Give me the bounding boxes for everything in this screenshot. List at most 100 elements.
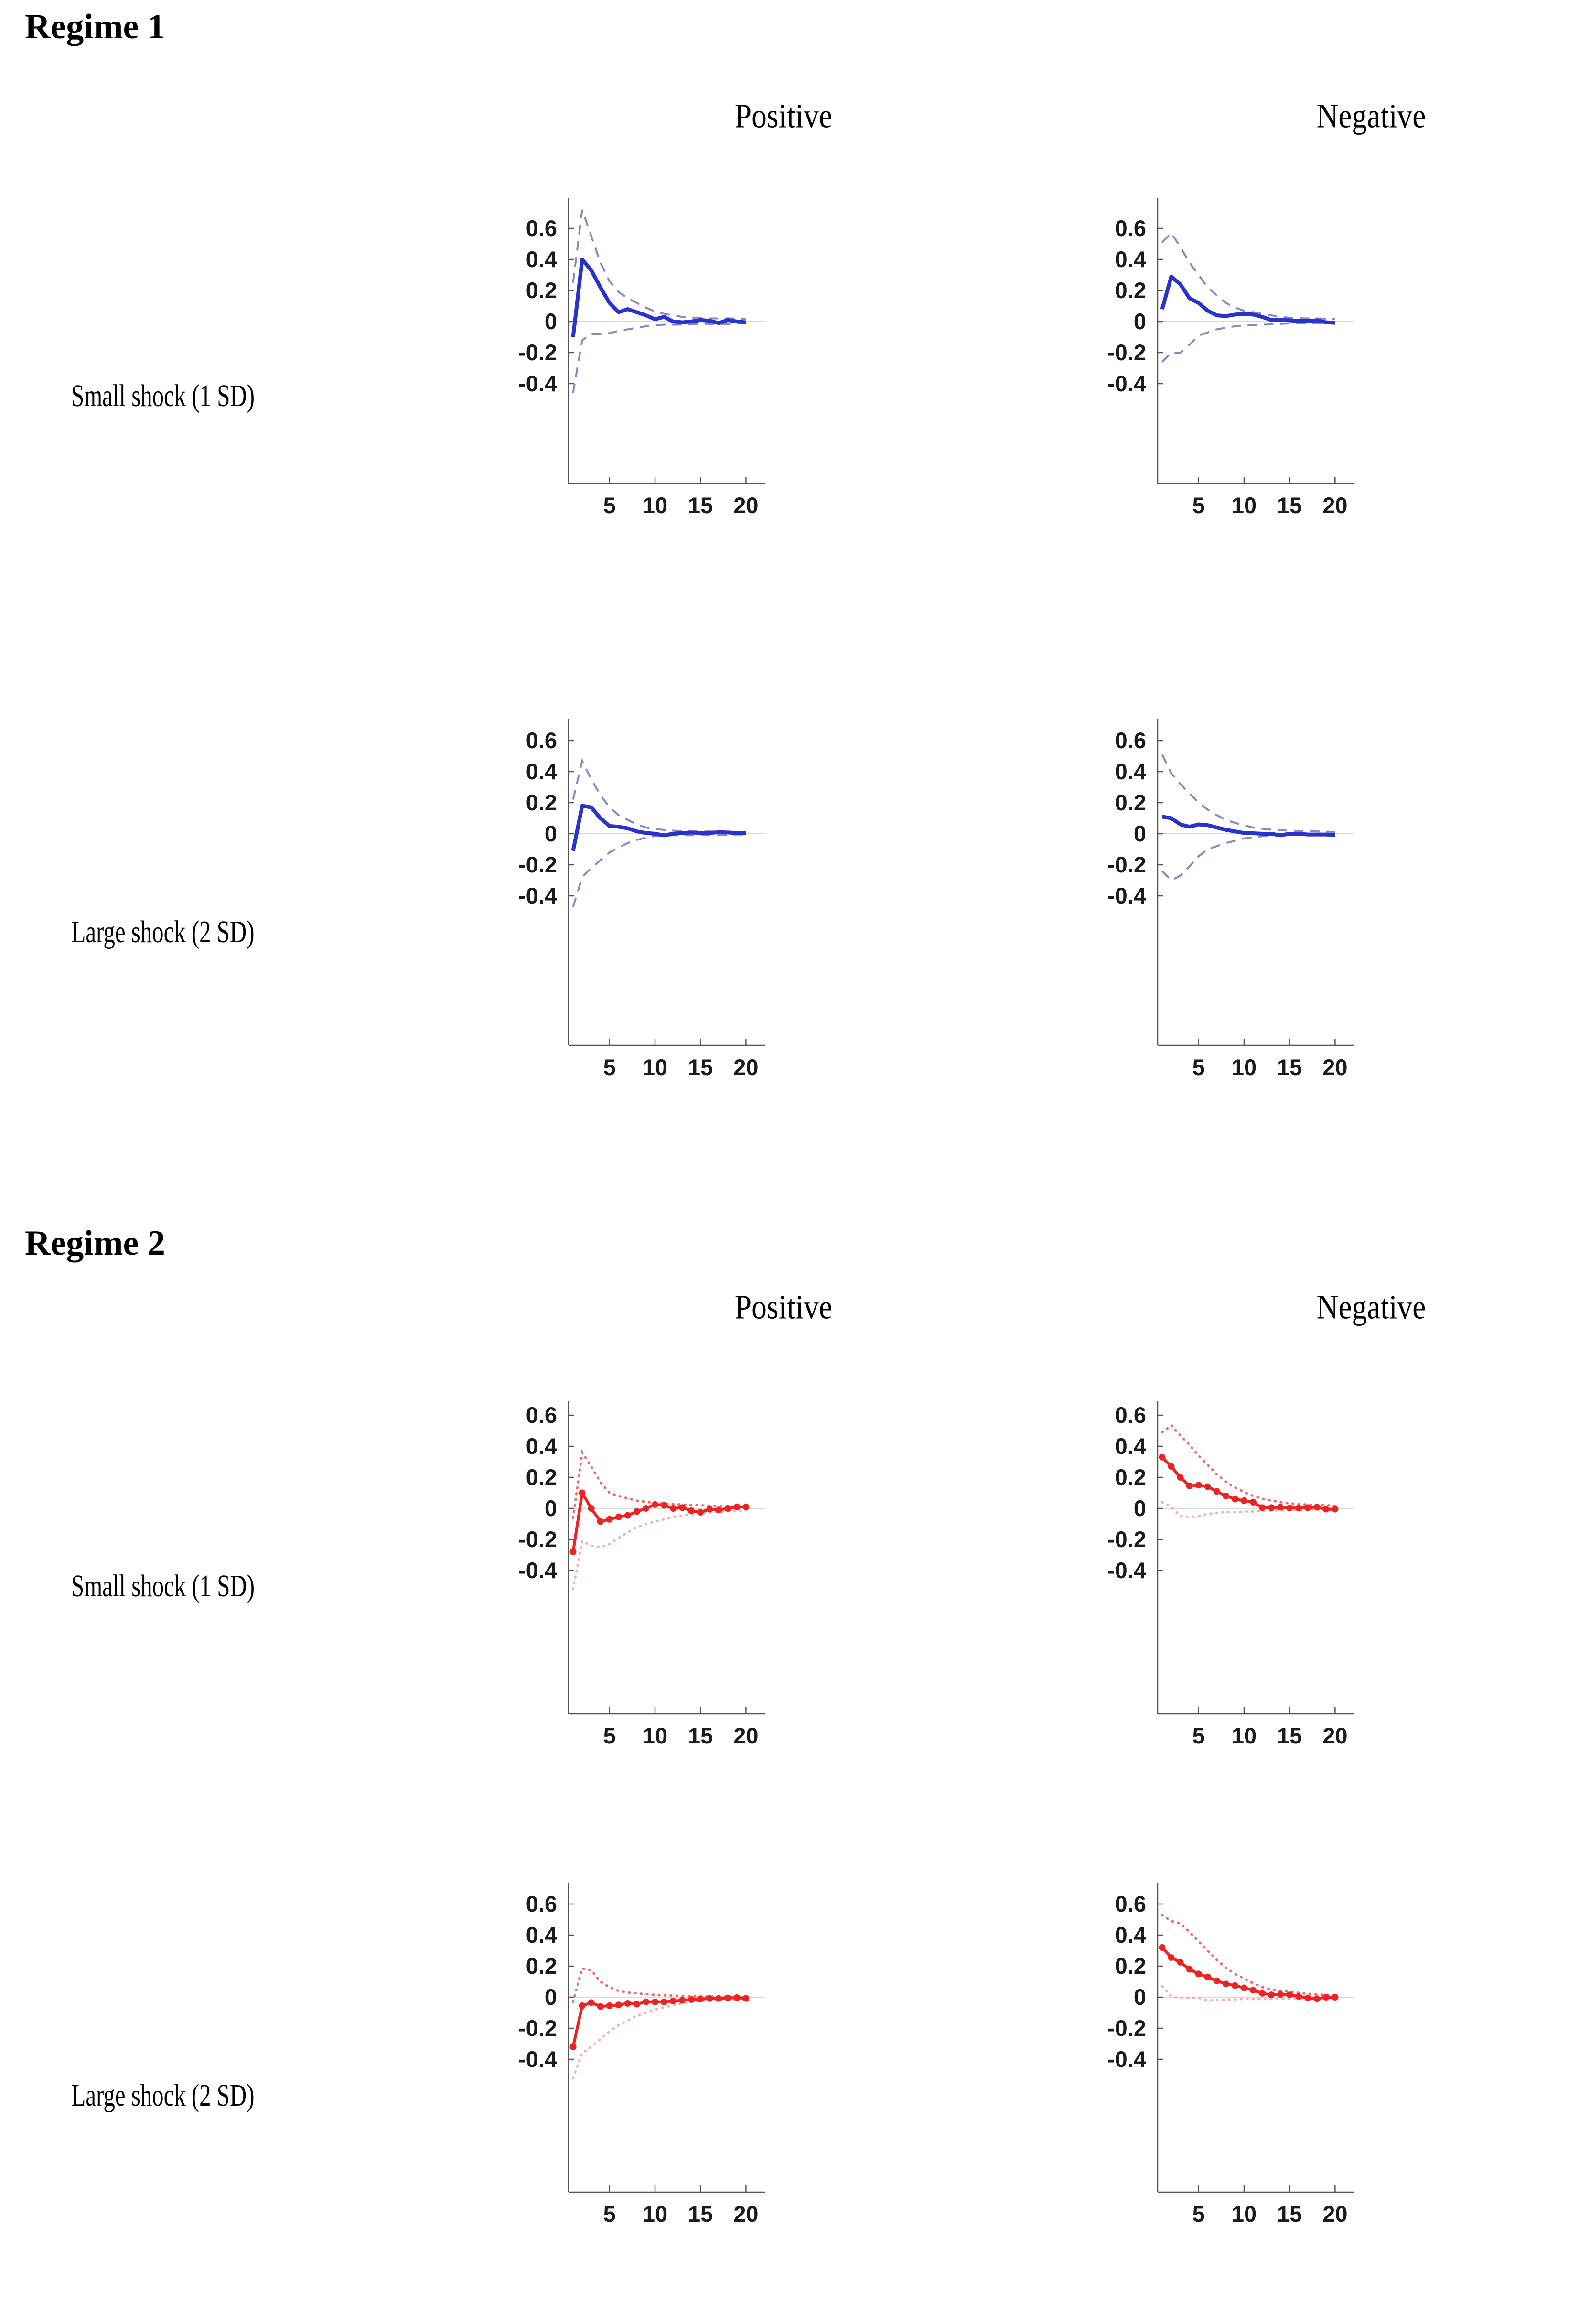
- data-point-marker: [1177, 1958, 1184, 1966]
- y-tick-label: 0.6: [1115, 1402, 1146, 1428]
- response-line: [571, 804, 746, 851]
- data-point-marker: [597, 2003, 604, 2010]
- data-point-marker: [624, 1512, 631, 1519]
- y-tick-label: 0.4: [1115, 759, 1146, 784]
- regime-1-title: Regime 1: [25, 7, 165, 46]
- x-tick-label: 15: [1277, 2201, 1302, 2227]
- data-point-marker: [1277, 1991, 1284, 1998]
- data-point-marker: [642, 1998, 649, 2005]
- y-tick-label: -0.2: [1107, 340, 1146, 365]
- upper-confidence-band: [1161, 754, 1335, 833]
- y-tick-label: 0.4: [1115, 1433, 1146, 1459]
- chart-regime1-negative-small: 0.6 0.4 0.2 0 -0.2 -0.4 5 10 15 20: [1107, 198, 1354, 518]
- y-tick-label: 0: [1134, 309, 1146, 334]
- y-tick-label: 0.4: [526, 759, 557, 784]
- data-point-marker: [652, 1998, 658, 2005]
- y-tick-label: 0.2: [1115, 1464, 1146, 1490]
- x-tick-label: 10: [1232, 2201, 1257, 2227]
- response-line: [1160, 274, 1335, 325]
- data-point-marker: [1295, 1505, 1302, 1512]
- data-point-marker: [633, 2001, 640, 2008]
- y-tick-label: 0.6: [526, 215, 557, 241]
- y-tick-label: 0: [1134, 1496, 1146, 1521]
- lower-confidence-band: [572, 833, 746, 907]
- y-tick-label: 0: [1134, 1984, 1146, 2010]
- x-tick-label: 15: [688, 2201, 713, 2227]
- y-tick-label: 0.2: [526, 1953, 557, 1979]
- data-point-marker: [579, 2002, 586, 2009]
- data-point-marker: [661, 1998, 667, 2005]
- lower-confidence-band: [1161, 833, 1335, 882]
- data-point-marker: [1277, 1504, 1284, 1511]
- x-tick-label: 5: [603, 2201, 616, 2227]
- chart-regime1-negative-large: 0.6 0.4 0.2 0 -0.2 -0.4 5 10 15 20: [1107, 719, 1354, 1080]
- lower-confidence-band: [572, 1997, 747, 2079]
- y-tick-label: -0.2: [1107, 1527, 1146, 1552]
- x-tick-label: 5: [1192, 2201, 1205, 2227]
- data-point-marker: [1222, 1493, 1229, 1499]
- y-tick-label: 0.6: [526, 1402, 557, 1428]
- y-tick-label: 0.4: [526, 247, 557, 272]
- data-point-marker: [697, 1509, 704, 1516]
- data-point-marker: [697, 1995, 704, 2002]
- y-tick-label: -0.4: [518, 1558, 557, 1583]
- data-point-marker: [1259, 1504, 1266, 1511]
- y-tick-label: 0.4: [526, 1433, 557, 1459]
- data-point-marker: [1241, 1497, 1247, 1504]
- data-point-marker: [733, 1994, 741, 2001]
- data-point-marker: [706, 1995, 713, 2002]
- row-label-regime2-large-shock: Large shock (2 SD): [71, 2078, 255, 2113]
- data-point-marker: [652, 1501, 658, 1508]
- data-point-marker: [1241, 1984, 1247, 1991]
- x-tick-label: 15: [688, 1054, 713, 1080]
- y-tick-label: 0: [1134, 821, 1146, 846]
- data-point-marker: [1168, 1463, 1175, 1470]
- data-point-marker: [661, 1502, 667, 1509]
- y-tick-label: 0.6: [526, 728, 557, 753]
- upper-confidence-band: [1161, 1423, 1336, 1507]
- y-tick-label: 0.2: [1115, 278, 1146, 303]
- x-tick-label: 5: [1192, 493, 1205, 518]
- chart-regime2-negative-large: 0.6 0.4 0.2 0 -0.2 -0.4 5 10 15 20: [1107, 1883, 1354, 2227]
- y-tick-label: -0.4: [1107, 883, 1146, 908]
- data-point-marker: [606, 1516, 613, 1523]
- data-point-marker: [615, 1513, 622, 1520]
- y-tick-label: 0.2: [526, 278, 557, 303]
- data-point-marker: [1222, 1980, 1229, 1988]
- y-tick-label: 0: [545, 821, 557, 846]
- data-point-marker: [1313, 1504, 1321, 1511]
- y-tick-label: -0.2: [1107, 852, 1146, 877]
- data-point-marker: [1186, 1482, 1193, 1489]
- data-point-marker: [1268, 1991, 1275, 1999]
- chart-regime1-positive-small: 0.6 0.4 0.2 0 -0.2 -0.4 5 10 15 20: [518, 198, 765, 518]
- x-tick-label: 10: [1232, 1723, 1257, 1748]
- data-point-marker: [1322, 1994, 1330, 2001]
- y-tick-label: 0.4: [526, 1922, 557, 1947]
- y-tick-label: -0.4: [518, 2046, 557, 2072]
- y-tick-label: -0.4: [1107, 1558, 1146, 1583]
- x-tick-label: 10: [1232, 1054, 1257, 1080]
- y-tick-label: 0.6: [1115, 215, 1146, 241]
- data-point-marker: [1250, 1499, 1257, 1506]
- x-tick-label: 15: [688, 1723, 713, 1748]
- data-point-marker: [615, 2001, 622, 2009]
- data-point-marker: [688, 1507, 695, 1514]
- x-tick-label: 15: [1277, 493, 1302, 518]
- data-point-marker: [1195, 1482, 1202, 1489]
- chart-regime2-positive-small: 0.6 0.4 0.2 0 -0.2 -0.4 5 10 15 20: [518, 1401, 765, 1748]
- y-tick-label: 0.6: [526, 1891, 557, 1916]
- data-point-marker: [1159, 1944, 1166, 1951]
- y-tick-label: -0.4: [518, 883, 557, 908]
- x-tick-label: 20: [1322, 2201, 1347, 2227]
- upper-confidence-band: [1161, 1914, 1336, 1997]
- response-line: [1161, 1946, 1335, 2001]
- x-tick-label: 10: [643, 1723, 667, 1748]
- x-tick-label: 15: [1277, 1054, 1302, 1080]
- y-tick-label: -0.2: [518, 1527, 557, 1552]
- data-point-marker: [1168, 1954, 1175, 1961]
- y-tick-label: -0.4: [1107, 371, 1146, 396]
- y-tick-label: 0.2: [526, 1464, 557, 1490]
- data-point-marker: [1313, 1995, 1321, 2002]
- lower-confidence-band: [1161, 322, 1335, 363]
- data-point-marker: [1231, 1496, 1238, 1503]
